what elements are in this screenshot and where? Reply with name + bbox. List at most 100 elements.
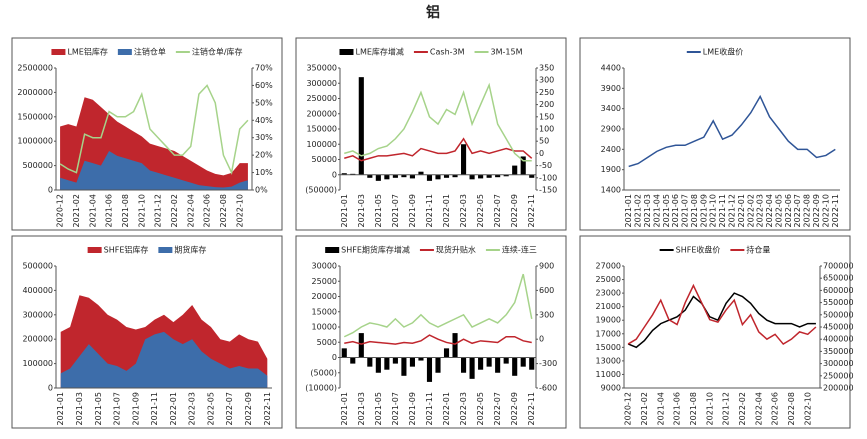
x-tick-label: 2021-01 bbox=[56, 392, 65, 425]
x-tick-label: 2022-04 bbox=[754, 392, 763, 425]
bar bbox=[350, 357, 356, 364]
bar bbox=[358, 77, 364, 175]
y2-tick-label: 450000 bbox=[823, 323, 854, 332]
x-tick-label: 2022-07 bbox=[225, 392, 234, 425]
bar bbox=[512, 357, 518, 376]
y2-tick-label: 700000 bbox=[823, 262, 854, 271]
y2-tick-label: 40% bbox=[255, 116, 273, 125]
x-tick-label: 2021-09 bbox=[408, 194, 417, 227]
bar bbox=[384, 174, 390, 180]
bar bbox=[520, 357, 526, 367]
y-tick-label: 4400 bbox=[601, 64, 621, 73]
legend: LME铝库存 注销仓单 注销仓单/库存 bbox=[51, 47, 243, 57]
x-tick-label: 2021-01 bbox=[340, 392, 349, 425]
legend-swatch bbox=[87, 247, 102, 253]
line bbox=[627, 283, 817, 346]
x-tick-label: 2022-04 bbox=[186, 194, 195, 227]
line bbox=[628, 94, 836, 168]
y2-tick-label: 300000 bbox=[823, 359, 854, 368]
bar bbox=[367, 174, 373, 178]
x-tick-label: 2022-02 bbox=[746, 194, 755, 227]
x-tick-label: 2021-11 bbox=[425, 194, 434, 227]
y-tick-label: 200000 bbox=[306, 109, 337, 118]
x-tick-label: 2021-07 bbox=[681, 194, 690, 227]
line bbox=[344, 137, 533, 162]
y2-tick-label: 20% bbox=[255, 151, 273, 160]
y-tick-label: 150000 bbox=[306, 125, 337, 134]
bar bbox=[495, 174, 501, 178]
x-tick-label: 2022-01 bbox=[737, 194, 746, 227]
x-tick-label: 2021-07 bbox=[391, 194, 400, 227]
y2-tick-label: 0 bbox=[539, 335, 544, 344]
y-tick-label: 13000 bbox=[596, 356, 621, 365]
y-tick-label: 0 bbox=[48, 186, 53, 195]
x-tick-label: 2022-08 bbox=[803, 194, 812, 227]
y-tick-label: 15000 bbox=[596, 343, 621, 352]
legend-swatch bbox=[51, 49, 66, 55]
y-tick-label: (50000) bbox=[305, 186, 337, 195]
panel bbox=[295, 37, 567, 231]
y-tick-label: 200000 bbox=[22, 335, 53, 344]
x-tick-label: 2021-04 bbox=[88, 194, 97, 227]
x-tick-label: 2021-05 bbox=[374, 194, 383, 227]
x-tick-label: 2021-03 bbox=[643, 194, 652, 227]
bar bbox=[375, 174, 381, 181]
legend: SHFE期货库存增减 现货升贴水 连续-连三 bbox=[325, 245, 537, 255]
y-tick-label: 2400 bbox=[601, 145, 621, 154]
y2-tick-label: -50 bbox=[539, 161, 552, 170]
y-tick-label: 0 bbox=[332, 353, 337, 362]
y2-tick-label: 10% bbox=[255, 168, 273, 177]
panel bbox=[579, 37, 851, 231]
y-tick-label: 21000 bbox=[596, 302, 621, 311]
y2-tick-label: 50% bbox=[255, 98, 273, 107]
y2-tick-label: -600 bbox=[539, 384, 557, 393]
bar bbox=[392, 357, 398, 364]
y2-tick-label: 500000 bbox=[823, 310, 854, 319]
bar bbox=[486, 357, 492, 367]
bar bbox=[341, 173, 347, 175]
page-title: 铝 bbox=[426, 4, 440, 21]
x-tick-label: 2022-09 bbox=[244, 392, 253, 425]
bar bbox=[409, 174, 415, 179]
bar bbox=[452, 174, 458, 178]
x-tick-label: 2020-12 bbox=[56, 194, 65, 227]
x-tick-label: 2022-07 bbox=[493, 194, 502, 227]
x-tick-label: 2022-03 bbox=[459, 392, 468, 425]
x-tick-label: 2022-02 bbox=[170, 194, 179, 227]
y-tick-label: 400000 bbox=[22, 286, 53, 295]
y-tick-label: 1900 bbox=[601, 165, 621, 174]
bar bbox=[503, 174, 509, 177]
bar bbox=[375, 357, 381, 373]
x-tick-label: 2022-08 bbox=[787, 392, 796, 425]
y2-tick-label: 650000 bbox=[823, 274, 854, 283]
y-tick-label: 0 bbox=[332, 170, 337, 179]
legend: SHFE收盘价 持仓量 bbox=[659, 245, 770, 255]
y-tick-label: 300000 bbox=[22, 310, 53, 319]
y-tick-label: 25000 bbox=[312, 277, 337, 286]
y2-tick-label: 150 bbox=[539, 112, 554, 121]
bar bbox=[358, 333, 364, 358]
x-tick-label: 2021-02 bbox=[640, 392, 649, 425]
bar bbox=[401, 174, 407, 178]
panel bbox=[11, 37, 283, 231]
y-tick-label: (10000) bbox=[305, 384, 337, 393]
bar bbox=[392, 174, 398, 178]
x-tick-label: 2022-01 bbox=[169, 392, 178, 425]
bar bbox=[529, 174, 535, 178]
y2-tick-label: 200 bbox=[539, 100, 554, 109]
x-tick-label: 2022-03 bbox=[756, 194, 765, 227]
y-tick-label: 2500000 bbox=[17, 64, 53, 73]
bar bbox=[443, 348, 450, 358]
y2-tick-label: 100 bbox=[539, 125, 554, 134]
y-tick-label: 100000 bbox=[306, 140, 337, 149]
legend: LME库存增减 Cash-3M 3M-15M bbox=[339, 47, 523, 57]
x-tick-label: 2021-04 bbox=[656, 392, 665, 425]
x-tick-label: 2022-07 bbox=[793, 194, 802, 227]
y2-tick-label: 200000 bbox=[823, 384, 854, 393]
x-tick-label: 2021-01 bbox=[340, 194, 349, 227]
x-tick-label: 2021-12 bbox=[722, 392, 731, 425]
bar bbox=[469, 357, 475, 379]
line bbox=[344, 82, 532, 162]
legend-swatch bbox=[117, 49, 132, 55]
